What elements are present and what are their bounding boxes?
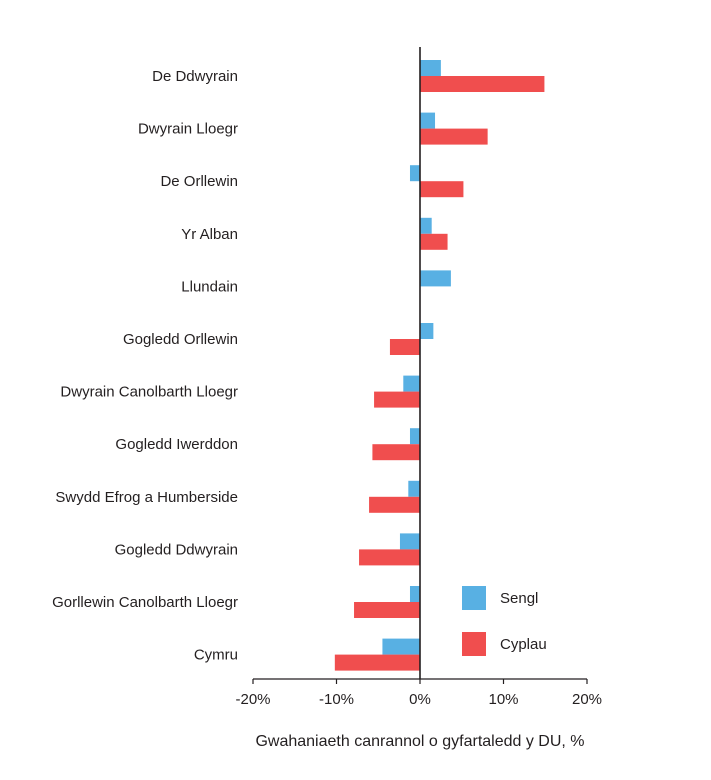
bar-sengl	[408, 480, 420, 497]
legend-label-sengl: Sengl	[500, 590, 538, 607]
bar-cyplau	[334, 654, 420, 671]
category-label: Gogledd Ddwyrain	[115, 541, 238, 558]
bars	[334, 60, 545, 671]
legend: Sengl Cyplau	[462, 586, 547, 656]
bar-sengl	[409, 165, 420, 182]
category-label: De Ddwyrain	[152, 68, 238, 85]
category-label: Yr Alban	[181, 226, 238, 243]
bar-sengl	[420, 112, 436, 129]
bar-sengl	[409, 428, 420, 445]
x-axis-ticks: -20% -10% 0% 10% 20%	[235, 679, 602, 708]
bar-sengl	[420, 323, 434, 339]
x-tick-label: -10%	[319, 691, 354, 708]
bar-sengl	[420, 270, 451, 287]
bar-cyplau	[420, 76, 545, 92]
bar-sengl	[399, 533, 420, 550]
bar-sengl	[382, 638, 420, 655]
x-tick-label: -20%	[235, 691, 270, 708]
x-tick-label: 0%	[409, 691, 431, 708]
category-label: Gorllewin Canolbarth Lloegr	[52, 594, 238, 611]
bar-sengl	[420, 217, 432, 234]
bar-cyplau	[359, 549, 420, 566]
legend-swatch-cyplau	[462, 632, 486, 656]
category-label: Gogledd Orllewin	[123, 331, 238, 348]
bar-sengl	[409, 586, 420, 602]
category-label: Gogledd Iwerddon	[115, 436, 238, 453]
bar-cyplau	[374, 391, 420, 408]
category-label: Llundain	[181, 278, 238, 295]
bar-sengl	[420, 60, 441, 76]
category-label: Dwyrain Lloegr	[138, 121, 238, 138]
category-label: Swydd Efrog a Humberside	[55, 489, 238, 506]
bar-cyplau	[420, 181, 464, 198]
legend-label-cyplau: Cyplau	[500, 636, 547, 653]
category-label: Cymru	[194, 647, 238, 664]
x-tick-label: 20%	[572, 691, 602, 708]
legend-swatch-sengl	[462, 586, 486, 610]
bar-sengl	[403, 375, 420, 392]
bar-cyplau	[369, 496, 420, 513]
x-tick-label: 10%	[488, 691, 518, 708]
bar-cyplau	[372, 444, 420, 461]
category-labels: De Ddwyrain Dwyrain Lloegr De Orllewin Yr A…	[52, 68, 238, 664]
category-label: Dwyrain Canolbarth Lloegr	[60, 384, 238, 401]
bar-cyplau	[420, 233, 448, 250]
bar-cyplau	[354, 602, 420, 618]
x-axis-title: Gwahaniaeth canrannol o gyfartaledd y DU…	[255, 733, 584, 750]
category-label: De Orllewin	[160, 173, 238, 190]
bar-cyplau	[389, 339, 420, 355]
bar-cyplau	[420, 128, 488, 145]
